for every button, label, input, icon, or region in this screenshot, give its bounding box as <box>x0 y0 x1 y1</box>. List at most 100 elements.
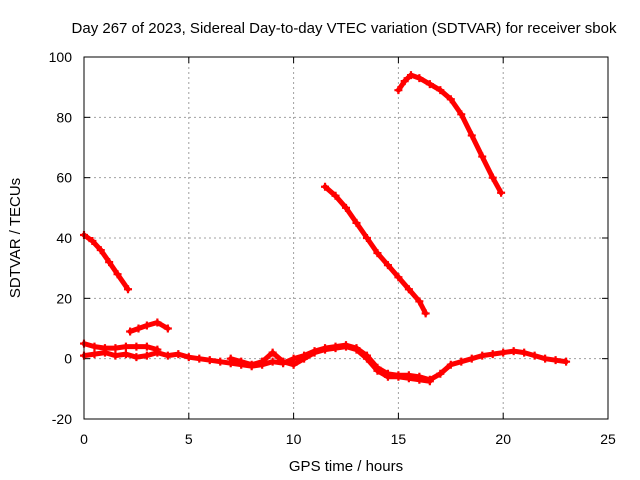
data-point <box>121 342 130 351</box>
data-point <box>383 261 392 270</box>
data-point <box>134 324 143 333</box>
data-point <box>373 366 382 375</box>
data-point <box>551 356 560 365</box>
data-point <box>520 348 529 357</box>
data-point <box>174 350 183 359</box>
data-point <box>541 354 550 363</box>
data-point <box>467 131 476 140</box>
data-point <box>331 344 340 353</box>
x-tick-label: 25 <box>600 431 616 447</box>
data-point <box>383 372 392 381</box>
data-point <box>226 354 235 363</box>
data-point <box>362 234 371 242</box>
series-low-1 <box>80 339 162 354</box>
x-tick-label: 10 <box>286 431 302 447</box>
data-point <box>446 95 455 104</box>
x-tick-label: 20 <box>495 431 511 447</box>
data-point <box>153 348 162 357</box>
data-point <box>415 297 424 306</box>
data-point <box>457 110 466 119</box>
data-point <box>90 350 99 359</box>
x-tick-label: 15 <box>391 431 407 447</box>
data-point <box>237 357 246 366</box>
data-point <box>488 173 497 182</box>
data-point <box>111 344 120 353</box>
data-point <box>258 357 267 366</box>
data-point <box>216 357 225 366</box>
y-tick-label: 60 <box>56 170 72 186</box>
y-tick-label: 0 <box>64 351 72 367</box>
data-point <box>530 351 539 360</box>
data-point <box>352 345 361 354</box>
data-point <box>111 351 120 360</box>
data-point <box>488 350 497 359</box>
data-point <box>100 348 109 357</box>
data-point <box>153 318 162 327</box>
data-point <box>132 342 141 351</box>
data-point <box>184 353 193 362</box>
data-points <box>80 71 571 386</box>
data-point <box>142 321 151 330</box>
data-point <box>415 375 424 384</box>
data-point <box>331 191 340 200</box>
data-point <box>352 218 361 227</box>
data-point <box>300 354 309 363</box>
data-point <box>373 249 382 258</box>
x-axis-label: GPS time / hours <box>289 458 403 475</box>
data-point <box>499 348 508 357</box>
data-point <box>467 354 476 363</box>
data-point <box>394 86 403 95</box>
y-axis-label: SDTVAR / TECUs <box>7 178 24 298</box>
data-point <box>247 360 256 369</box>
chart-title: Day 267 of 2023, Sidereal Day-to-day VTE… <box>72 20 617 37</box>
data-point <box>425 80 434 89</box>
data-point <box>321 182 330 191</box>
data-point <box>342 203 350 212</box>
data-point <box>205 356 214 365</box>
data-point <box>96 246 105 255</box>
data-point <box>163 351 172 360</box>
y-tick-labels: -20 0 20 40 60 80 100 <box>49 49 73 427</box>
grid-lines <box>83 56 609 420</box>
data-point <box>406 71 415 80</box>
x-tick-label: 5 <box>185 431 193 447</box>
data-point <box>268 357 277 366</box>
series-arc-3 <box>321 182 430 318</box>
data-point <box>121 350 130 359</box>
data-point <box>509 347 518 356</box>
data-point <box>268 348 277 357</box>
data-point <box>478 351 487 360</box>
data-point <box>497 188 506 197</box>
data-point <box>124 285 133 294</box>
data-point <box>436 86 445 95</box>
x-tick-labels: 0 5 10 15 20 25 <box>80 431 616 447</box>
series-trace <box>322 184 429 316</box>
data-point <box>415 74 424 83</box>
data-point <box>562 357 571 366</box>
data-point <box>404 374 413 383</box>
data-point <box>132 353 141 362</box>
y-tick-label: 80 <box>56 109 72 125</box>
y-tick-label: 20 <box>56 290 72 306</box>
data-point <box>113 270 122 279</box>
data-point <box>88 237 97 246</box>
y-tick-label: -20 <box>52 411 72 427</box>
data-point <box>90 342 99 351</box>
data-point <box>404 285 413 294</box>
data-point <box>421 309 430 318</box>
data-point <box>289 360 298 369</box>
data-point <box>163 324 172 333</box>
data-point <box>436 369 445 378</box>
series-arc-1 <box>80 230 133 294</box>
data-point <box>394 273 403 282</box>
data-point <box>195 354 204 363</box>
plot-frame <box>83 56 609 420</box>
y-tick-label: 40 <box>56 230 72 246</box>
x-tick-label: 0 <box>80 431 88 447</box>
data-point <box>142 342 151 351</box>
data-point <box>310 348 319 357</box>
data-point <box>425 377 434 386</box>
data-point <box>457 357 466 366</box>
series-trace <box>395 72 504 196</box>
data-point <box>362 354 371 363</box>
